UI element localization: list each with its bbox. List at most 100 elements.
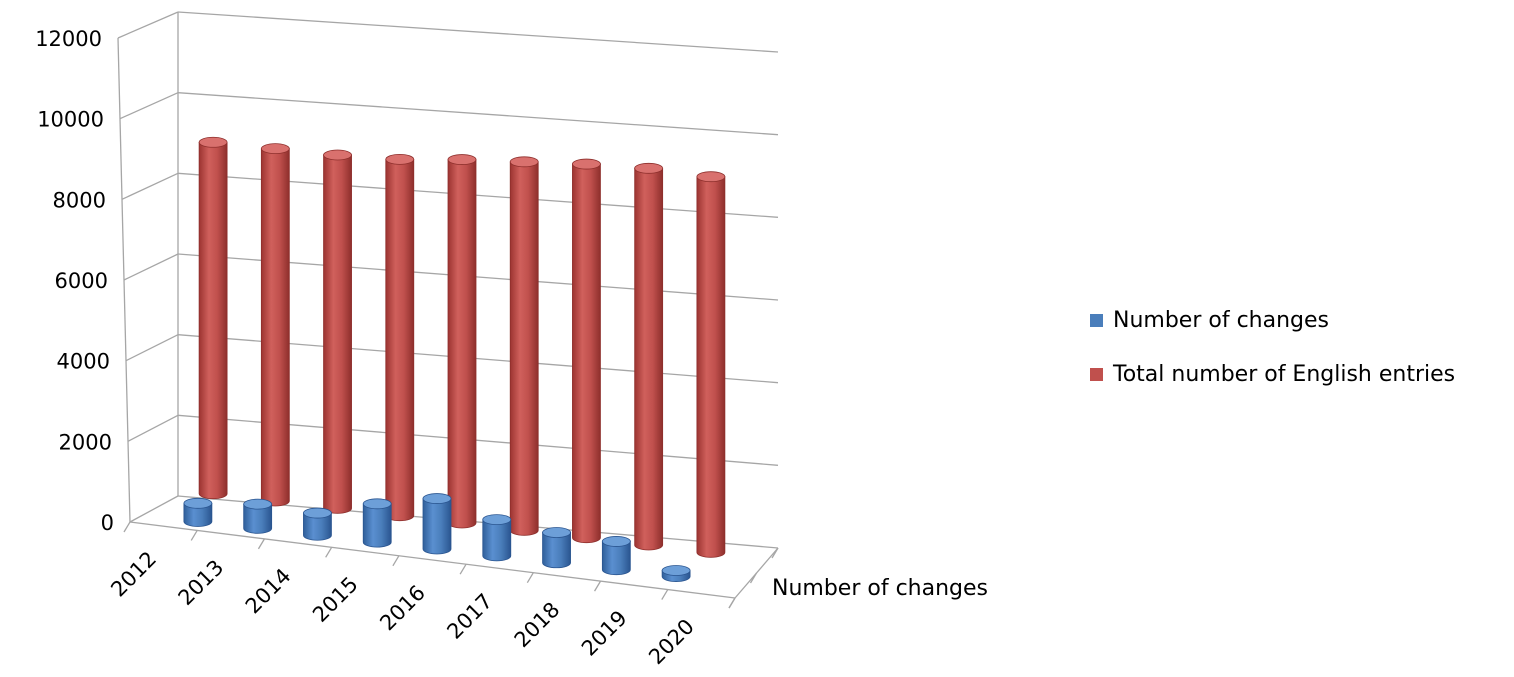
bar-changes-2017 bbox=[482, 514, 512, 562]
cylinder-body bbox=[447, 159, 477, 529]
depth-tick-mark bbox=[749, 572, 758, 584]
bar-total-entries-2013 bbox=[260, 143, 290, 507]
x-tick-mark bbox=[190, 530, 198, 541]
cylinder-top bbox=[323, 149, 352, 161]
legend: Number of changes Total number of Englis… bbox=[1090, 305, 1455, 413]
x-tick-label: 2013 bbox=[174, 555, 229, 610]
bar-total-entries-2016 bbox=[447, 154, 477, 529]
bar-changes-2019 bbox=[601, 536, 631, 576]
bar-changes-2012 bbox=[183, 497, 213, 527]
depth-tick-mark bbox=[771, 547, 779, 559]
side-gridline bbox=[123, 253, 179, 281]
series-total-english-entries bbox=[198, 136, 726, 558]
x-tick-mark bbox=[593, 580, 602, 592]
side-gridline bbox=[125, 334, 179, 362]
x-tick-mark bbox=[526, 572, 534, 584]
legend-swatch-red bbox=[1090, 367, 1103, 381]
cylinder-top bbox=[385, 153, 415, 165]
cylinder-top bbox=[542, 527, 571, 538]
x-tick-label: 2017 bbox=[442, 589, 497, 644]
x-tick-mark bbox=[661, 589, 669, 600]
bar-changes-2014 bbox=[303, 507, 332, 541]
cylinder-body bbox=[243, 503, 273, 534]
cylinder-body bbox=[303, 512, 332, 541]
side-gridline bbox=[121, 172, 179, 200]
bar-total-entries-2020 bbox=[696, 171, 726, 558]
x-tick-label: 2014 bbox=[241, 564, 296, 619]
x-tick-label: 2015 bbox=[308, 572, 363, 627]
cylinder-body bbox=[542, 532, 571, 569]
x-tick-mark bbox=[392, 555, 400, 567]
cylinder-top bbox=[601, 536, 631, 547]
x-tick-mark bbox=[257, 538, 266, 550]
cylinder-top bbox=[509, 156, 539, 168]
legend-label: Number of changes bbox=[1113, 307, 1329, 333]
cylinder-body bbox=[183, 502, 213, 527]
cylinder-body bbox=[198, 141, 228, 500]
bar-changes-2016 bbox=[422, 493, 452, 555]
cylinder-top bbox=[303, 507, 332, 519]
cylinder-top bbox=[447, 154, 477, 165]
cylinder-body bbox=[385, 158, 415, 522]
x-tick-mark bbox=[123, 521, 131, 533]
x-tick-mark bbox=[325, 546, 333, 558]
bar-total-entries-2019 bbox=[634, 162, 664, 551]
legend-label: Total number of English entries bbox=[1113, 361, 1456, 387]
cylinder-top bbox=[243, 498, 273, 510]
cylinder-body bbox=[601, 541, 631, 576]
front-left-edge bbox=[117, 37, 131, 523]
legend-item-number-of-changes: Number of changes bbox=[1090, 305, 1455, 335]
bar-total-entries-2017 bbox=[509, 156, 539, 536]
y-tick-label: 8000 bbox=[53, 188, 106, 212]
cylinder-top bbox=[572, 158, 601, 170]
x-tick-mark bbox=[459, 563, 467, 575]
bar-total-entries-2015 bbox=[385, 153, 415, 522]
side-gridline bbox=[117, 11, 179, 39]
cylinder-top bbox=[661, 565, 691, 576]
series-number-of-changes bbox=[183, 493, 691, 582]
bar-total-entries-2014 bbox=[323, 149, 352, 514]
y-tick-label: 6000 bbox=[55, 269, 108, 293]
cylinder-body bbox=[634, 167, 664, 551]
legend-item-total-english-entries: Total number of English entries bbox=[1090, 359, 1455, 389]
x-tick-label: 2020 bbox=[644, 614, 699, 669]
cylinder-body bbox=[323, 154, 352, 514]
bar-total-entries-2018 bbox=[572, 158, 601, 544]
side-gridline bbox=[119, 92, 179, 120]
bar-changes-2018 bbox=[542, 527, 571, 569]
cylinder-body bbox=[482, 519, 512, 562]
bar-total-entries-2012 bbox=[198, 136, 228, 500]
floor-front-edge bbox=[129, 521, 736, 599]
cylinder-top bbox=[696, 171, 726, 183]
depth-tick-mark bbox=[728, 597, 736, 609]
y-tick-label: 0 bbox=[101, 511, 114, 535]
y-axis-ticks: 0 2000 4000 6000 8000 10000 12000 bbox=[35, 27, 114, 535]
depth-axis-label: Number of changes bbox=[772, 576, 988, 601]
x-tick-label: 2012 bbox=[106, 547, 161, 602]
back-gridline bbox=[177, 11, 779, 53]
y-tick-label: 4000 bbox=[57, 350, 110, 374]
cylinder-top bbox=[422, 493, 452, 504]
cylinder-top bbox=[198, 136, 228, 148]
bar-changes-2013 bbox=[243, 498, 273, 534]
cylinder-top bbox=[482, 514, 512, 525]
y-tick-label: 12000 bbox=[35, 27, 102, 51]
cylinder-top bbox=[260, 143, 290, 155]
cylinder-top bbox=[634, 162, 664, 174]
cylinder-body bbox=[422, 498, 452, 555]
cylinder-body bbox=[572, 163, 601, 544]
cylinder-top bbox=[362, 498, 392, 510]
cylinder-body bbox=[696, 176, 726, 558]
cylinder-body bbox=[260, 148, 290, 507]
legend-swatch-blue bbox=[1090, 313, 1103, 327]
bar-changes-2015 bbox=[362, 498, 392, 548]
side-gridline bbox=[127, 414, 179, 442]
back-gridline bbox=[177, 92, 779, 136]
x-tick-label: 2018 bbox=[510, 597, 565, 652]
cylinder-top bbox=[183, 497, 213, 509]
y-tick-label: 10000 bbox=[37, 108, 104, 132]
bar-changes-2020 bbox=[661, 565, 691, 582]
cylinder-body bbox=[509, 161, 539, 536]
x-tick-label: 2019 bbox=[577, 606, 632, 661]
